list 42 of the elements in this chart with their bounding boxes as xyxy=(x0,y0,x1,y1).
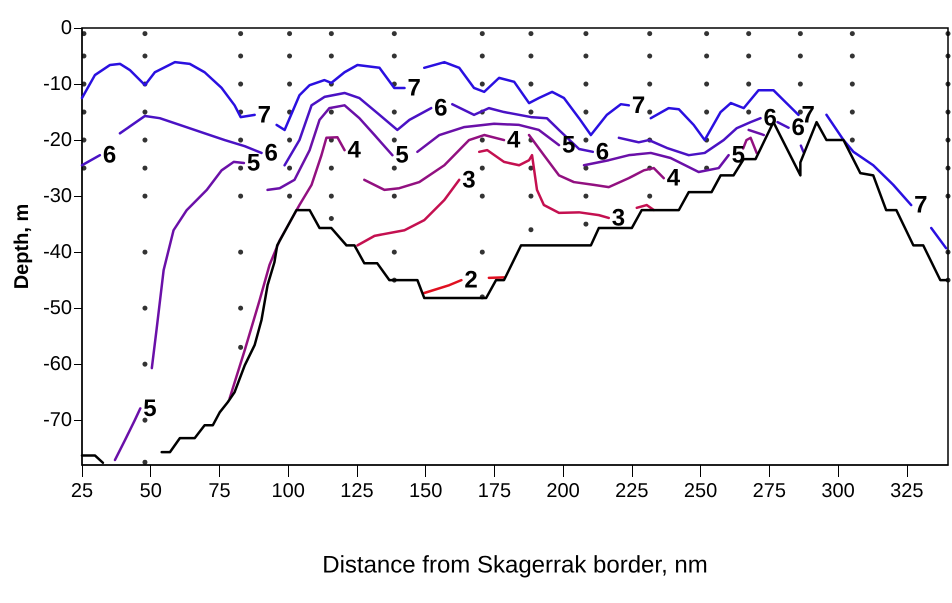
annotation: 3 xyxy=(612,204,626,232)
x-axis-title: Distance from Skagerrak border, nm xyxy=(322,552,708,578)
annotation: 7 xyxy=(914,192,928,219)
annotation: 2 xyxy=(464,266,478,294)
x-tick-label: 50 xyxy=(140,480,162,502)
annotation: 5 xyxy=(246,150,260,177)
annotation: 6 xyxy=(434,94,448,122)
annotation: 5 xyxy=(143,394,157,422)
annotation: 3 xyxy=(462,166,476,194)
x-tick-label: 175 xyxy=(478,480,512,502)
x-tick-label: 325 xyxy=(890,480,924,502)
annotation: 6 xyxy=(596,138,610,166)
y-tick-label: -20 xyxy=(43,129,72,152)
y-tick-label: -50 xyxy=(43,297,72,320)
y-tick-label: -60 xyxy=(43,353,72,376)
x-tick-label: 75 xyxy=(208,480,231,502)
y-tick-label: -70 xyxy=(43,409,72,432)
annotation: 4 xyxy=(507,126,522,154)
x-tick-label: 25 xyxy=(70,480,94,502)
annotation: 6 xyxy=(102,142,116,169)
x-tick-label: 225 xyxy=(615,480,649,502)
annotation: 6 xyxy=(264,139,278,166)
annotation: 5 xyxy=(562,132,576,159)
annotation: 4 xyxy=(348,136,362,164)
y-tick-label: -30 xyxy=(43,185,72,208)
x-tick-label: 125 xyxy=(340,480,374,502)
x-tick-label: 100 xyxy=(272,480,305,502)
x-tick-label: 300 xyxy=(821,480,855,502)
y-tick-label: -10 xyxy=(43,73,72,96)
x-tick-label: 275 xyxy=(752,480,786,502)
x-tick-label: 150 xyxy=(408,480,442,502)
annotation: 7 xyxy=(407,74,421,102)
annotation: 5 xyxy=(395,142,409,169)
annotation: 5 xyxy=(732,142,745,169)
x-tick-label: 250 xyxy=(684,480,718,502)
annotation: 7 xyxy=(632,92,646,119)
y-tick-label: -40 xyxy=(43,241,72,264)
y-axis-title: Depth, m xyxy=(11,204,33,290)
y-tick-label: 0 xyxy=(60,17,72,39)
x-tick-label: 200 xyxy=(546,480,580,502)
annotation: 4 xyxy=(666,164,681,192)
annotation: 7 xyxy=(258,101,272,128)
